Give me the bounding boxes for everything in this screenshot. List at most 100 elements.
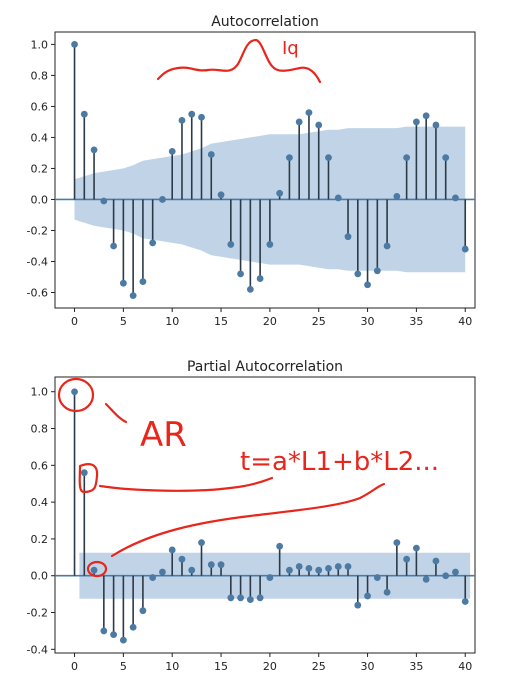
- acf-point-lag-12: [188, 110, 196, 118]
- pacf-point-lag-24: [305, 564, 313, 572]
- acf-xtick-label: 40: [458, 315, 472, 328]
- pacf-point-lag-39: [452, 568, 459, 576]
- acf-xtick-label: 0: [71, 315, 78, 328]
- pacf-point-lag-34: [403, 555, 411, 563]
- acf-point-lag-27: [334, 194, 342, 202]
- pacf-point-lag-23: [295, 563, 303, 570]
- pacf-point-lag-25: [315, 566, 323, 574]
- pacf-x-ticks: 0 5 10 15 20 25 30 35 40: [71, 653, 472, 673]
- acf-xtick-label: 30: [361, 315, 375, 328]
- acf-point-lag-25: [315, 121, 323, 129]
- pacf-plot-frame: [54, 376, 476, 654]
- acf-ytick-label: -0.2: [27, 224, 48, 237]
- acf-point-lag-10: [168, 147, 176, 155]
- acf-point-lag-2: [90, 146, 98, 154]
- acf-chart: Autocorrelation 1.0 0.8 0.6 0.4 0.2 0.0 -0.2 -0…: [27, 14, 476, 328]
- lag1-arrow: [98, 476, 274, 492]
- acf-point-lag-22: [286, 154, 293, 161]
- acf-point-lag-1: [80, 110, 88, 118]
- pacf-point-lag-5: [119, 636, 127, 644]
- pacf-xtick-label: 0: [71, 660, 78, 673]
- pacf-ytick-label: 0.6: [31, 459, 49, 472]
- acf-point-lag-39: [452, 194, 459, 202]
- acf-point-lag-31: [373, 267, 381, 275]
- acf-point-lag-16: [227, 241, 235, 248]
- pacf-point-lag-29: [354, 601, 362, 609]
- pacf-point-lag-12: [188, 566, 196, 574]
- pacf-point-lag-3: [100, 627, 108, 635]
- acf-ytick-label: -0.4: [27, 255, 48, 268]
- acf-point-lag-37: [432, 121, 440, 129]
- acf-point-lag-17: [237, 270, 244, 278]
- acf-point-lag-34: [403, 154, 411, 161]
- acf-stems: [71, 41, 469, 299]
- pacf-point-lag-18: [246, 596, 254, 604]
- acf-point-lag-35: [412, 118, 420, 126]
- pacf-ytick-label: -0.2: [27, 607, 48, 620]
- pacf-point-lag-30: [364, 592, 371, 600]
- acf-point-lag-23: [295, 118, 303, 126]
- acf-xtick-label: 25: [312, 315, 326, 328]
- pacf-point-lag-37: [432, 557, 440, 565]
- pacf-point-lag-17: [237, 594, 244, 602]
- pacf-point-lag-27: [334, 563, 342, 570]
- pacf-point-lag-38: [442, 572, 450, 580]
- acf-title: Autocorrelation: [211, 14, 319, 30]
- pacf-point-lag-19: [256, 594, 264, 602]
- pacf-xtick-label: 35: [409, 660, 423, 673]
- acf-point-lag-24: [305, 109, 313, 117]
- acf-point-lag-21: [276, 189, 284, 197]
- pacf-xtick-label: 15: [214, 660, 228, 673]
- acf-point-lag-20: [266, 241, 274, 248]
- acf-point-lag-38: [442, 154, 450, 161]
- acf-ytick-label: -0.6: [27, 286, 48, 299]
- pacf-xtick-label: 20: [263, 660, 277, 673]
- pacf-point-lag-26: [325, 564, 332, 572]
- pacf-point-lag-2: [90, 566, 98, 574]
- pacf-point-lag-1: [80, 469, 88, 477]
- pacf-xtick-label: 40: [458, 660, 472, 673]
- pacf-ytick-label: 0.2: [31, 533, 49, 546]
- pacf-point-lag-7: [139, 607, 147, 615]
- pacf-point-lag-33: [393, 539, 401, 546]
- lag2-arrow: [110, 482, 386, 558]
- acf-point-lag-15: [217, 191, 225, 199]
- acf-point-lag-0: [71, 41, 78, 48]
- pacf-point-lag-0: [71, 388, 78, 396]
- acf-point-lag-40: [461, 245, 469, 253]
- pacf-ytick-label: 1.0: [31, 386, 49, 399]
- pacf-xtick-label: 25: [312, 660, 326, 673]
- pacf-point-lag-32: [383, 588, 391, 596]
- acf-point-lag-29: [354, 270, 362, 278]
- acf-point-lag-32: [383, 242, 391, 250]
- acf-point-lag-36: [422, 112, 430, 120]
- formula-label: t=a*L1+b*L2...: [240, 447, 439, 477]
- acf-point-lag-8: [149, 239, 157, 247]
- handwritten-annotations: Iq AR t=a*L1+b*L2...: [57, 38, 439, 578]
- acf-point-lag-3: [100, 197, 108, 205]
- pacf-point-lag-8: [149, 574, 157, 581]
- pacf-point-lag-6: [129, 623, 137, 631]
- pacf-ytick-label: 0.0: [31, 570, 49, 583]
- acf-xtick-label: 10: [165, 315, 179, 328]
- pacf-point-lag-4: [110, 631, 118, 638]
- acf-point-lag-9: [159, 196, 166, 203]
- acf-scribble: [156, 38, 322, 84]
- acf-x-ticks: 0 5 10 15 20 25 30 35 40: [71, 308, 472, 328]
- acf-point-lag-11: [178, 116, 186, 124]
- acf-ytick-label: 0.4: [31, 131, 49, 144]
- acf-point-lag-4: [110, 242, 118, 250]
- pacf-chart: Partial Autocorrelation 1.0 0.8 0.6 0.4 0.2 0…: [27, 359, 476, 673]
- acf-point-lag-30: [364, 281, 371, 289]
- lag2-circle: [86, 560, 108, 578]
- acf-point-lag-28: [344, 233, 352, 241]
- pacf-title: Partial Autocorrelation: [187, 359, 343, 375]
- pacf-point-lag-28: [344, 563, 352, 570]
- acf-point-lag-26: [325, 154, 332, 161]
- acf-xtick-label: 5: [120, 315, 127, 328]
- acf-plot-frame: [54, 31, 476, 309]
- acf-ytick-label: 0.6: [31, 100, 49, 113]
- acf-point-lag-6: [129, 292, 137, 299]
- acf-xtick-label: 20: [263, 315, 277, 328]
